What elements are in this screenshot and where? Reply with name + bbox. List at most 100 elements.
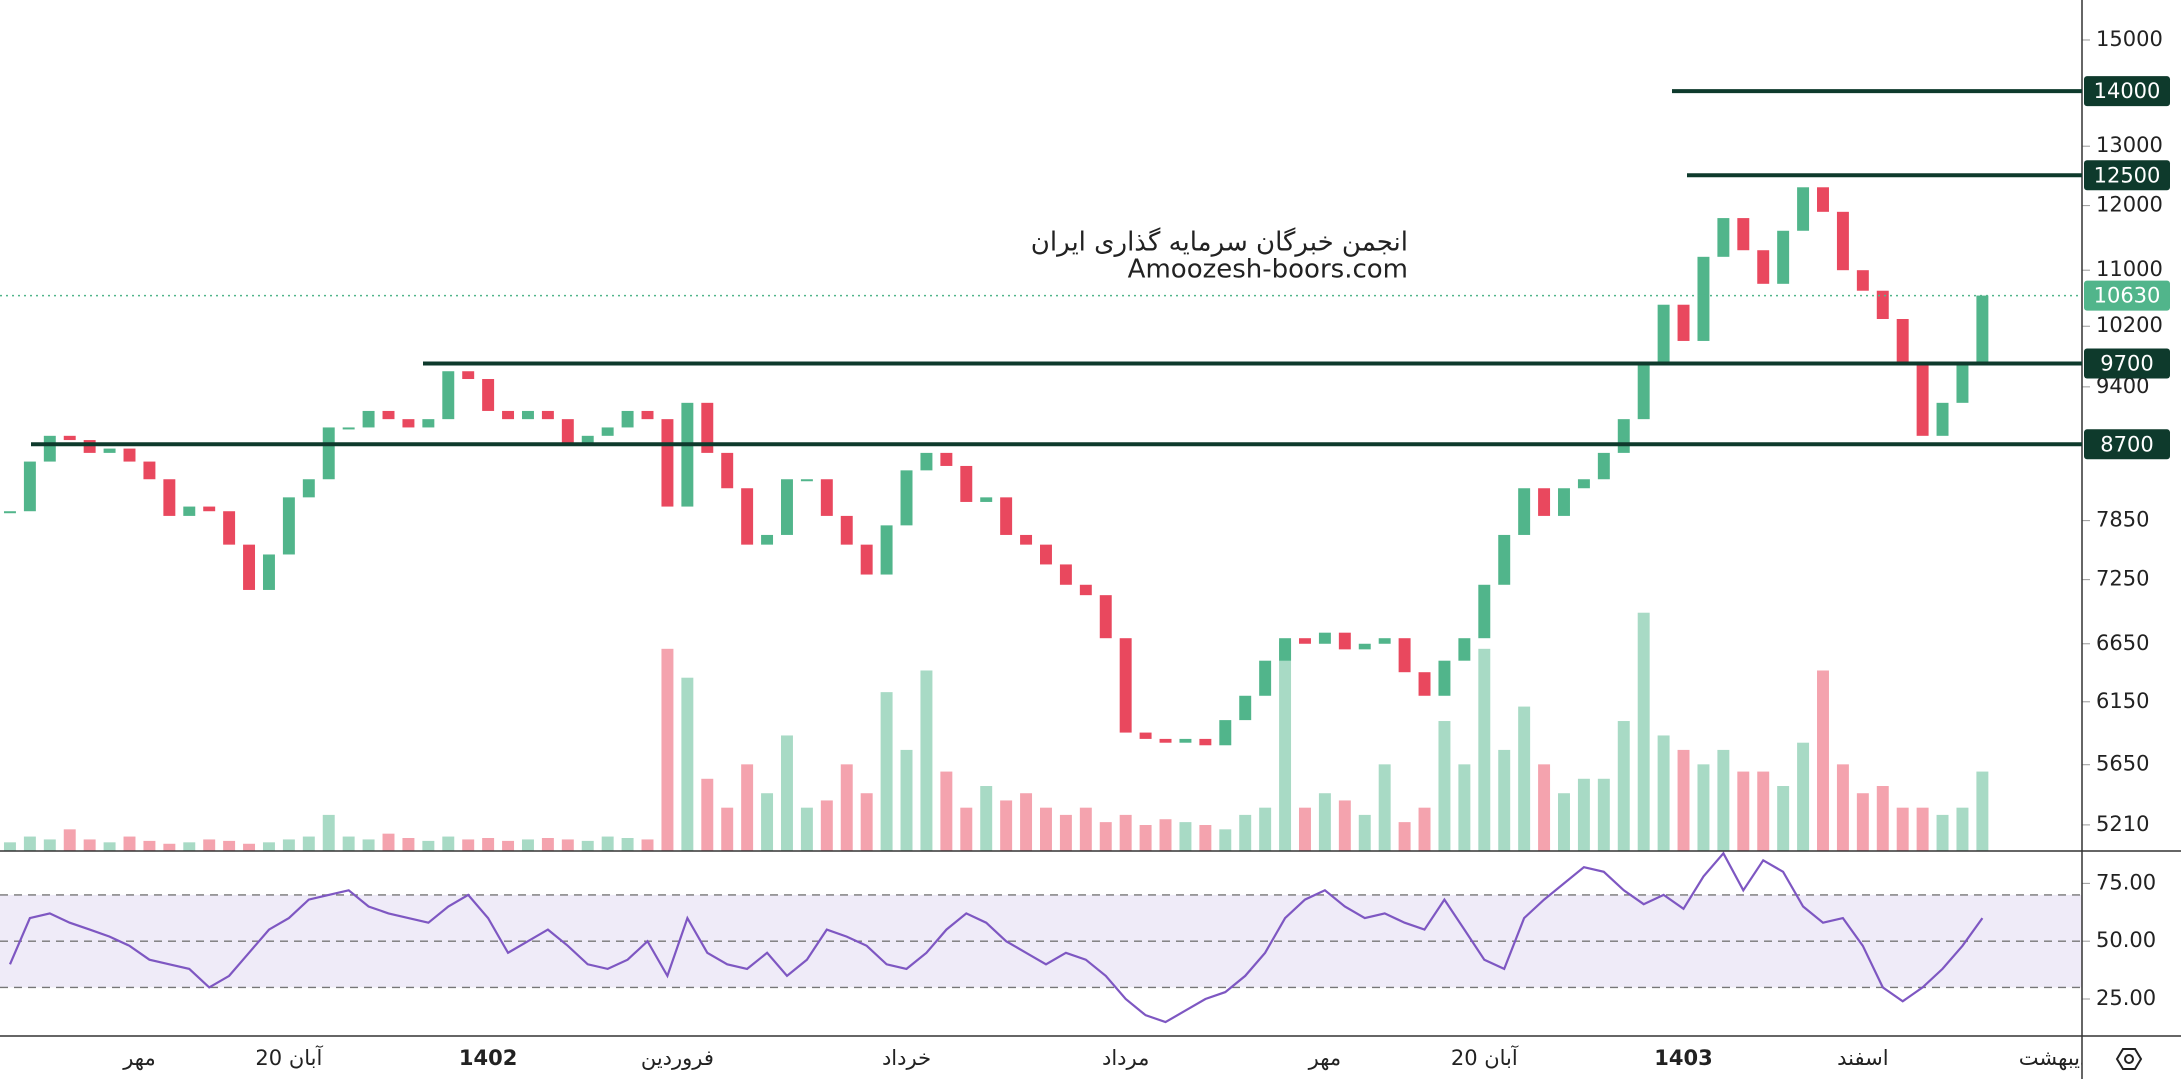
volume-bar xyxy=(561,839,574,851)
rsi-line xyxy=(8,851,1984,1024)
volume-bar xyxy=(502,840,515,851)
volume-bar xyxy=(1876,786,1889,851)
volume-bar xyxy=(960,807,973,851)
volume-bar xyxy=(581,840,594,851)
x-tick-label: مرداد xyxy=(1102,1046,1149,1070)
candle xyxy=(1438,660,1451,696)
volume-bar xyxy=(800,807,813,851)
candle xyxy=(1956,363,1969,403)
candle xyxy=(1916,363,1929,436)
volume-bar xyxy=(1797,742,1810,851)
volume-bar xyxy=(1179,822,1192,851)
candle xyxy=(1099,595,1112,639)
candle xyxy=(1876,290,1889,319)
y-tick-label: 15000 xyxy=(2096,27,2163,51)
candle xyxy=(681,402,694,507)
volume-bar xyxy=(442,836,455,851)
volume-bar xyxy=(1597,778,1610,851)
volume-bar xyxy=(1418,807,1431,851)
volume-bar xyxy=(362,839,375,851)
candle xyxy=(621,410,634,428)
volume-bar xyxy=(43,839,56,851)
volume-bar xyxy=(820,800,833,851)
volume-bar xyxy=(1318,793,1331,851)
settings-icon[interactable] xyxy=(2115,1048,2143,1070)
volume-bar xyxy=(103,842,116,851)
candle xyxy=(1836,211,1849,271)
candle xyxy=(1458,638,1471,661)
volume-bar xyxy=(1299,807,1311,851)
y-tick-label: 6650 xyxy=(2096,631,2149,655)
volume-bar xyxy=(342,836,355,851)
x-tick-label: اسفند xyxy=(1837,1046,1888,1070)
volume-bar xyxy=(1518,706,1531,851)
candle xyxy=(243,544,256,590)
volume-bar xyxy=(23,836,36,851)
candle xyxy=(900,470,913,526)
volume-bar xyxy=(482,838,495,851)
candle xyxy=(960,465,973,502)
candle xyxy=(1119,638,1132,733)
candle xyxy=(1139,732,1152,739)
volume-bar xyxy=(900,749,913,851)
volume-bar xyxy=(1378,764,1391,851)
candle xyxy=(43,435,56,462)
level-label-box xyxy=(2084,76,2170,107)
volume-bar xyxy=(143,840,156,851)
volume-bar xyxy=(1936,814,1949,851)
volume-bar xyxy=(1000,800,1013,851)
volume-bar xyxy=(521,839,534,851)
x-tick-label: مهر xyxy=(122,1046,156,1070)
candle xyxy=(701,402,714,453)
candle xyxy=(1518,488,1531,535)
candle xyxy=(1797,187,1810,231)
candle xyxy=(402,419,415,428)
candle xyxy=(382,410,395,420)
volume-bar xyxy=(1558,793,1570,851)
candle xyxy=(422,419,435,428)
candle xyxy=(302,479,315,498)
watermark: انجمن خبرگان سرمایه گذاری ایران xyxy=(1031,227,1408,258)
candle xyxy=(1538,488,1551,516)
volume-bar xyxy=(1777,786,1790,851)
volume-bar xyxy=(262,842,275,851)
volume-bar xyxy=(1219,829,1232,851)
volume-bar xyxy=(701,778,714,851)
candle xyxy=(1040,544,1052,565)
volume-bar xyxy=(780,735,793,851)
level-label-box xyxy=(2084,429,2170,460)
volume-bar xyxy=(183,842,196,851)
candle xyxy=(262,554,275,590)
volume-bar xyxy=(541,838,554,851)
candle xyxy=(1757,250,1770,284)
candle xyxy=(63,435,76,441)
y-tick-label: 10200 xyxy=(2096,313,2163,337)
candle xyxy=(1199,738,1212,746)
volume-bar xyxy=(601,836,614,851)
candle xyxy=(1498,534,1511,585)
volume-bar xyxy=(123,836,136,851)
volume-bar xyxy=(1279,641,1292,851)
candle xyxy=(761,534,774,545)
volume-bar xyxy=(203,839,216,851)
candle xyxy=(442,371,455,420)
candle xyxy=(1318,632,1331,644)
candle xyxy=(1179,738,1192,743)
candle xyxy=(1279,638,1292,661)
candle xyxy=(183,506,196,516)
candle xyxy=(123,448,136,462)
candle xyxy=(1478,584,1491,639)
volume-bar xyxy=(860,793,873,851)
volume-bar xyxy=(1119,814,1132,851)
candle xyxy=(1677,304,1690,341)
candle xyxy=(561,419,574,445)
candle xyxy=(1597,452,1610,480)
candle xyxy=(1079,584,1092,596)
candle xyxy=(1577,479,1590,489)
volume-bar xyxy=(721,807,734,851)
volume-bar xyxy=(761,793,774,851)
volume-bar xyxy=(302,836,315,851)
volume-bar xyxy=(1817,670,1829,851)
candle xyxy=(541,410,554,420)
